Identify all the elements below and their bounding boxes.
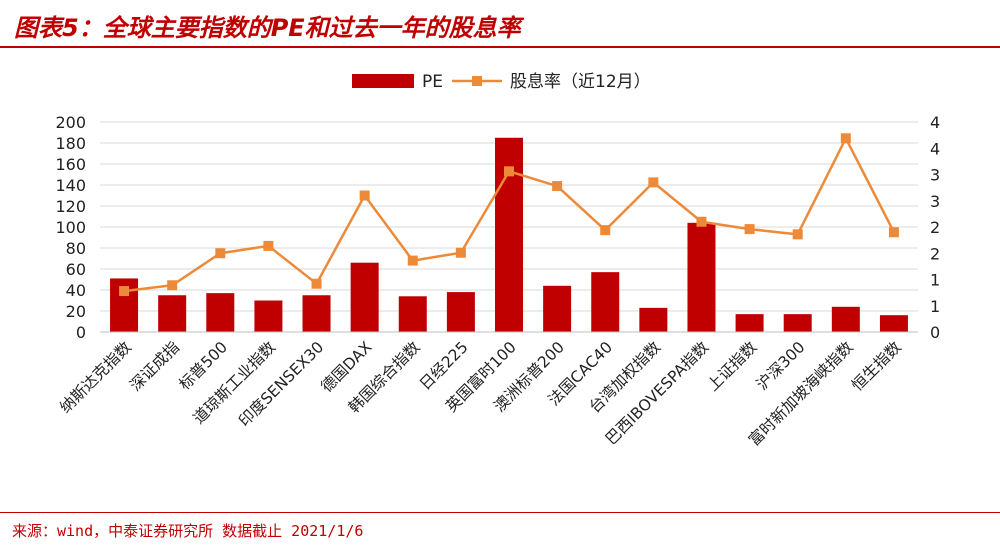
y-left-tick-label: 20 bbox=[66, 302, 86, 321]
y-left-tick-label: 60 bbox=[66, 260, 86, 279]
dividend-marker bbox=[407, 255, 418, 266]
y-right-tick-label: 0 bbox=[930, 323, 940, 342]
dividend-marker bbox=[167, 280, 178, 291]
dividend-marker bbox=[648, 177, 659, 188]
legend-label-dividend: 股息率（近12月） bbox=[510, 72, 651, 92]
dividend-marker bbox=[552, 181, 563, 192]
x-tick-label: 恒生指数 bbox=[848, 338, 905, 395]
y-right-tick-label: 1 bbox=[930, 271, 940, 290]
y-left-tick-label: 120 bbox=[55, 197, 86, 216]
chart-title: 图表5：全球主要指数的PE和过去一年的股息率 bbox=[14, 14, 521, 42]
legend-swatch-pe bbox=[352, 74, 414, 88]
source-note: 来源：wind，中泰证券研究所 数据截止 2021/1/6 bbox=[12, 522, 364, 540]
bar-pe bbox=[446, 292, 475, 332]
bar-pe bbox=[398, 296, 427, 332]
bar-pe bbox=[302, 295, 331, 332]
dividend-marker bbox=[744, 224, 755, 235]
bar-pe bbox=[687, 222, 716, 332]
bar-pe bbox=[350, 262, 379, 332]
y-right-tick-label: 4 bbox=[930, 139, 940, 158]
x-tick-label: 印度SENSEX30 bbox=[235, 338, 327, 430]
dividend-marker bbox=[888, 227, 899, 238]
y-right-tick-label: 3 bbox=[930, 166, 940, 185]
x-tick-label: 深证成指 bbox=[126, 338, 183, 395]
dividend-marker bbox=[311, 278, 322, 289]
y-left-tick-label: 200 bbox=[55, 113, 86, 132]
y-right-tick-label: 1 bbox=[930, 297, 940, 316]
dividend-marker bbox=[215, 248, 226, 259]
dividend-marker bbox=[600, 225, 611, 236]
legend-label-pe: PE bbox=[422, 72, 443, 92]
dividend-marker bbox=[455, 247, 466, 258]
y-left-tick-label: 80 bbox=[66, 239, 86, 258]
bar-pe bbox=[206, 293, 235, 332]
bar-pe bbox=[158, 295, 187, 332]
y-left-tick-label: 180 bbox=[55, 134, 86, 153]
y-right-tick-label: 4 bbox=[930, 113, 940, 132]
bar-pe bbox=[639, 307, 668, 332]
bar-pe bbox=[591, 272, 620, 332]
dividend-marker bbox=[504, 166, 514, 177]
y-left-tick-label: 0 bbox=[76, 323, 86, 342]
dividend-marker bbox=[263, 240, 274, 251]
y-left-tick-label: 140 bbox=[55, 176, 86, 195]
bar-pe bbox=[254, 300, 283, 332]
x-tick-label: 上证指数 bbox=[704, 338, 761, 395]
dividend-marker bbox=[840, 133, 851, 144]
bar-pe bbox=[831, 306, 860, 332]
dividend-marker bbox=[792, 229, 803, 240]
y-left-tick-label: 160 bbox=[55, 155, 86, 174]
x-tick-label: 纳斯达克指数 bbox=[56, 338, 135, 417]
title-divider bbox=[0, 46, 1000, 48]
legend-marker-dividend bbox=[472, 76, 482, 86]
y-right-tick-label: 2 bbox=[930, 218, 940, 237]
pe-dividend-chart: 0 20 40 60 80 100 120 140 160 180 200 0 1 1 2 2 3 3 4 4 纳斯达克… bbox=[55, 72, 940, 449]
dividend-marker bbox=[696, 216, 707, 227]
bar-pe bbox=[543, 285, 572, 332]
dividend-marker bbox=[359, 190, 370, 201]
x-tick-label: 道琼斯工业指数 bbox=[190, 338, 280, 428]
y-right-tick-label: 3 bbox=[930, 192, 940, 211]
y-left-tick-label: 40 bbox=[66, 281, 86, 300]
legend: PE 股息率（近12月） bbox=[352, 72, 651, 92]
bar-pe bbox=[783, 314, 812, 332]
footer-divider bbox=[0, 512, 1000, 513]
line-series-dividend bbox=[119, 133, 899, 297]
y-left-tick-label: 100 bbox=[55, 218, 86, 237]
bar-pe bbox=[735, 314, 764, 332]
title-bar: 图表5：全球主要指数的PE和过去一年的股息率 bbox=[0, 0, 1000, 48]
bar-pe bbox=[879, 315, 908, 332]
y-right-tick-label: 2 bbox=[930, 244, 940, 263]
dividend-marker bbox=[119, 286, 130, 297]
bar-series-pe bbox=[110, 137, 908, 332]
